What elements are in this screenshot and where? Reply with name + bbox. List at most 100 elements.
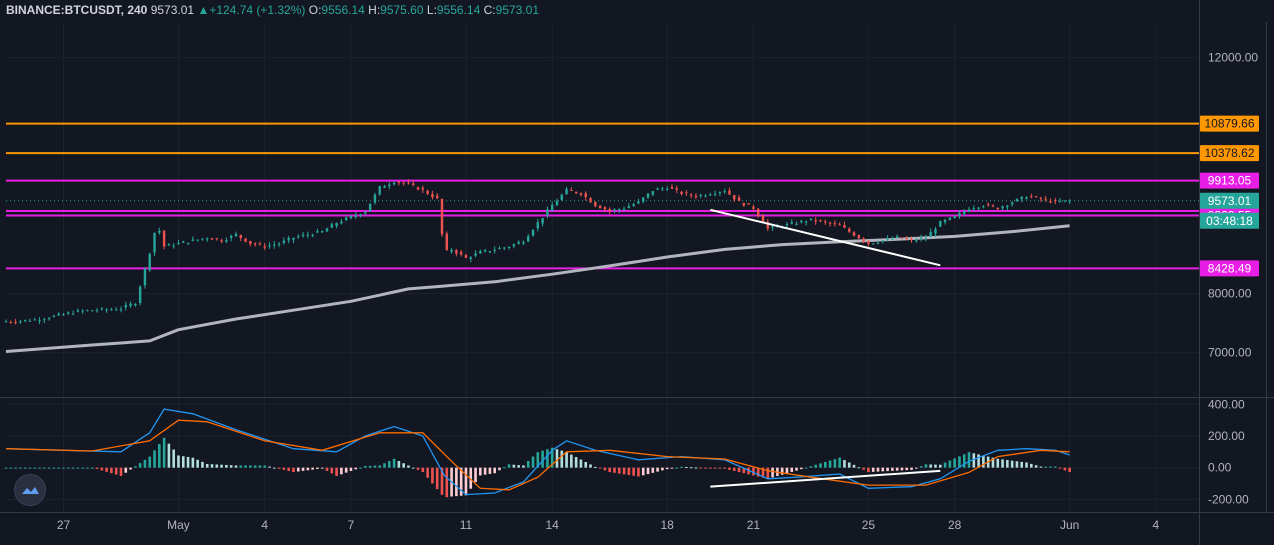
macd-histogram-bar bbox=[90, 467, 94, 469]
macd-tick-label: -200.00 bbox=[1208, 492, 1249, 506]
countdown-tag: 03:48:18 bbox=[1206, 214, 1253, 228]
macd-histogram-bar bbox=[306, 467, 310, 471]
open-value: 9556.14 bbox=[321, 3, 365, 17]
macd-histogram-bar bbox=[977, 454, 980, 468]
candle-body bbox=[833, 223, 837, 225]
candle-body bbox=[785, 223, 789, 226]
macd-histogram-bar bbox=[66, 467, 70, 469]
candle-body bbox=[71, 313, 75, 315]
tradingview-logo-icon[interactable] bbox=[14, 474, 46, 506]
macd-histogram-bar bbox=[637, 467, 640, 477]
macd-histogram-bar bbox=[891, 467, 894, 471]
candle-body bbox=[963, 211, 966, 214]
macd-histogram-bar bbox=[613, 467, 616, 473]
candle-body bbox=[191, 239, 195, 241]
macd-histogram-bar bbox=[43, 467, 46, 469]
candle-body bbox=[210, 238, 214, 240]
candle-body bbox=[196, 239, 199, 241]
macd-histogram-bar bbox=[651, 467, 655, 473]
time-tick-label: 11 bbox=[460, 518, 473, 532]
candle-body bbox=[364, 211, 367, 214]
last-price-tag: 9573.01 bbox=[1208, 194, 1252, 208]
macd-histogram-bar bbox=[847, 462, 851, 468]
macd-histogram-bar bbox=[483, 467, 487, 475]
candle-body bbox=[852, 232, 856, 236]
macd-histogram-bar bbox=[843, 460, 846, 468]
candle-body bbox=[570, 189, 573, 191]
macd-histogram-bar bbox=[258, 465, 262, 468]
candle-body bbox=[862, 238, 865, 242]
candle-body bbox=[809, 218, 813, 220]
candle-body bbox=[220, 240, 223, 242]
candle-body bbox=[153, 232, 156, 253]
macd-histogram-bar bbox=[689, 467, 693, 469]
candle-body bbox=[689, 194, 693, 196]
trendlines[interactable] bbox=[710, 208, 941, 488]
macd-histogram-bar bbox=[833, 459, 837, 468]
macd-histogram-bar bbox=[852, 464, 856, 468]
candle-body bbox=[1020, 196, 1023, 200]
candle-body bbox=[325, 228, 329, 232]
candle-body bbox=[95, 310, 99, 312]
last-price-tag-box bbox=[1200, 192, 1259, 209]
macd-histogram-bar bbox=[244, 465, 247, 468]
candle-body bbox=[876, 242, 880, 244]
high-value: 9575.60 bbox=[380, 3, 424, 17]
candle-body bbox=[943, 219, 947, 223]
symbol-label: BINANCE:BTCUSDT, 240 bbox=[6, 3, 148, 17]
macd-histogram-bar bbox=[119, 467, 123, 476]
time-tick-label: Jun bbox=[1060, 518, 1079, 532]
macd-histogram-bar bbox=[1015, 461, 1019, 468]
macd-histogram-bar bbox=[512, 464, 516, 468]
price-tick-label: 8000.00 bbox=[1208, 287, 1252, 301]
macd-histogram-bar bbox=[1001, 459, 1004, 468]
candle-body bbox=[239, 234, 242, 238]
price-tags: 10879.6610378.629913.059323.558428.49957… bbox=[1200, 115, 1259, 277]
level-tag-0-box bbox=[1200, 115, 1259, 132]
candle-body bbox=[680, 191, 683, 195]
macd-histogram-bar bbox=[565, 452, 568, 468]
candle-body bbox=[244, 238, 247, 242]
macd-histogram-bar bbox=[201, 461, 204, 468]
price-trendline bbox=[710, 208, 941, 267]
candle-body bbox=[57, 313, 60, 316]
candle-body bbox=[948, 217, 952, 220]
candle-body bbox=[129, 303, 132, 306]
macd-histogram-bar bbox=[1010, 460, 1014, 468]
last-price-value: 9573.01 bbox=[150, 3, 195, 17]
horizontal-levels[interactable] bbox=[6, 122, 1199, 270]
macd-histogram-bar bbox=[253, 465, 257, 468]
candles bbox=[4, 179, 1071, 325]
macd-histogram-bar bbox=[594, 466, 597, 468]
macd-trendline bbox=[710, 469, 941, 488]
level-tag-2: 9913.05 bbox=[1208, 174, 1252, 188]
price-tick-label: 7000.00 bbox=[1208, 346, 1252, 360]
candle-body bbox=[76, 310, 80, 312]
candle-body bbox=[694, 195, 698, 198]
macd-histogram-bar bbox=[411, 467, 415, 469]
candle-body bbox=[550, 204, 554, 211]
time-tick-label: 18 bbox=[661, 518, 675, 532]
macd-histogram-bar bbox=[249, 465, 252, 468]
candle-body bbox=[872, 243, 875, 245]
macd-histogram-bar bbox=[402, 463, 405, 468]
candle-body bbox=[574, 191, 578, 194]
candle-body bbox=[723, 191, 726, 193]
macd-histogram-bar bbox=[536, 452, 540, 468]
macd-histogram-bar bbox=[181, 456, 185, 468]
candle-body bbox=[790, 222, 793, 224]
macd-histogram-bar bbox=[526, 461, 530, 468]
candle-body bbox=[33, 319, 36, 321]
candle-body bbox=[752, 206, 755, 209]
macd-histogram-bar bbox=[134, 466, 137, 468]
macd-pane bbox=[4, 408, 1071, 498]
candle-body bbox=[143, 268, 147, 286]
candle-body bbox=[464, 255, 468, 258]
candle-body bbox=[718, 192, 722, 194]
macd-histogram-bar bbox=[373, 465, 377, 468]
macd-histogram-bar bbox=[57, 467, 61, 469]
macd-histogram-bar bbox=[167, 443, 171, 468]
